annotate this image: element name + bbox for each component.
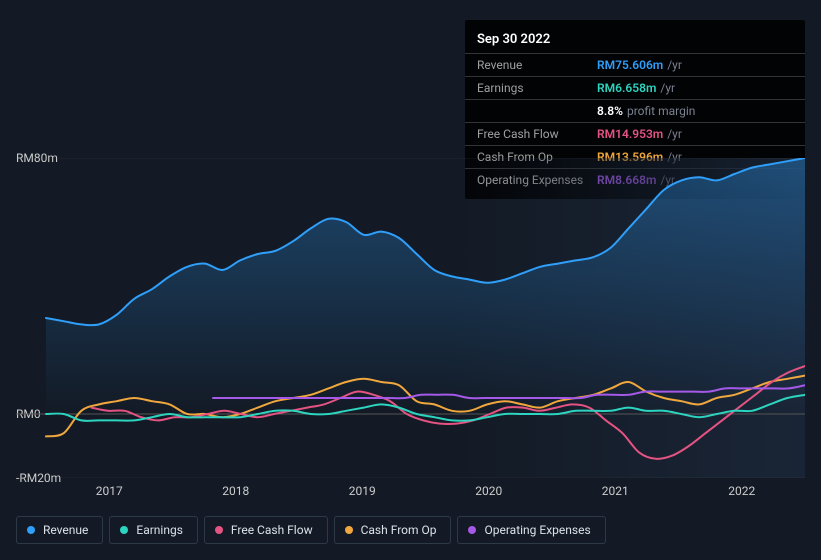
legend-item[interactable]: Revenue xyxy=(16,516,103,544)
tooltip-metric-label: Free Cash Flow xyxy=(477,127,597,141)
x-tick-label: 2021 xyxy=(602,484,629,498)
chart-area: RM80mRM0-RM20m xyxy=(16,158,805,478)
tooltip-date: Sep 30 2022 xyxy=(465,28,805,53)
tooltip-metric-label: Revenue xyxy=(477,58,597,72)
legend-dot-icon xyxy=(215,526,223,534)
x-tick-label: 2019 xyxy=(349,484,376,498)
tooltip-metric-suffix: /yr xyxy=(667,127,682,141)
tooltip-metric-value: RM14.953m xyxy=(597,127,663,141)
tooltip-metric-label: Earnings xyxy=(477,81,597,95)
tooltip-row: RevenueRM75.606m/yr xyxy=(465,53,805,76)
tooltip-row: EarningsRM6.658m/yr xyxy=(465,76,805,99)
legend-dot-icon xyxy=(468,526,476,534)
legend-item[interactable]: Earnings xyxy=(109,516,198,544)
legend-label: Free Cash Flow xyxy=(231,523,313,537)
tooltip-row: Free Cash FlowRM14.953m/yr xyxy=(465,122,805,145)
tooltip-metric-suffix: /yr xyxy=(660,81,675,95)
legend-label: Cash From Op xyxy=(361,523,437,537)
legend-item[interactable]: Cash From Op xyxy=(334,516,452,544)
legend: Revenue Earnings Free Cash Flow Cash From O… xyxy=(16,516,606,544)
legend-dot-icon xyxy=(27,526,35,534)
x-tick-label: 2017 xyxy=(96,484,123,498)
x-tick-label: 2022 xyxy=(728,484,755,498)
legend-item[interactable]: Free Cash Flow xyxy=(204,516,328,544)
tooltip-metric-value: RM75.606m xyxy=(597,58,663,72)
x-tick-label: 2018 xyxy=(222,484,249,498)
legend-label: Earnings xyxy=(136,523,183,537)
legend-item[interactable]: Operating Expenses xyxy=(457,516,605,544)
legend-label: Operating Expenses xyxy=(484,523,590,537)
plot-surface[interactable] xyxy=(16,158,805,478)
x-tick-label: 2020 xyxy=(475,484,502,498)
tooltip-metric-suffix: /yr xyxy=(667,58,682,72)
legend-dot-icon xyxy=(345,526,353,534)
tooltip-metric-value: RM6.658m xyxy=(597,81,656,95)
legend-label: Revenue xyxy=(43,523,88,537)
legend-dot-icon xyxy=(120,526,128,534)
tooltip-profit-margin: 8.8%profit margin xyxy=(465,99,805,122)
